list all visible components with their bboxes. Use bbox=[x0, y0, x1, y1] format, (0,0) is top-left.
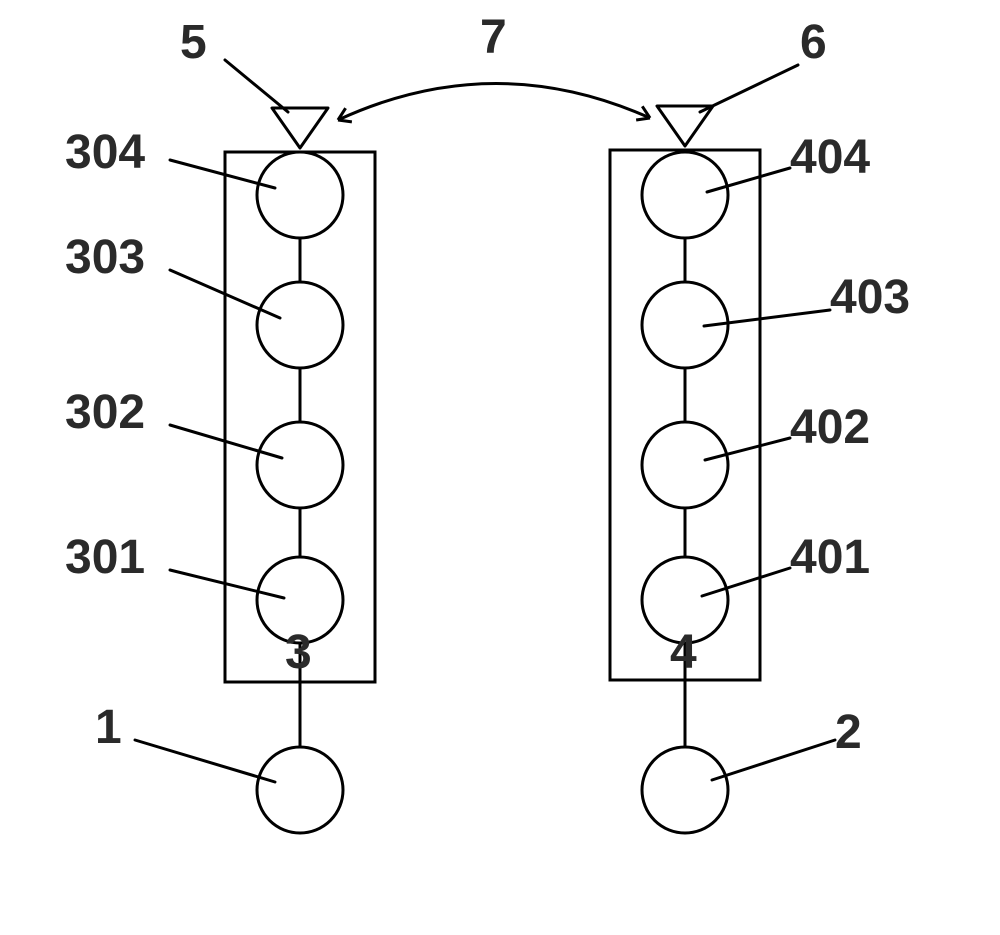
label-404: 404 bbox=[790, 130, 870, 185]
label-7: 7 bbox=[480, 10, 507, 65]
diagram-stage: 5 7 6 304 404 303 403 302 402 301 401 3 … bbox=[0, 0, 1000, 935]
label-304: 304 bbox=[65, 125, 145, 180]
label-402: 402 bbox=[790, 400, 870, 455]
label-3: 3 bbox=[285, 625, 312, 680]
label-301: 301 bbox=[65, 530, 145, 585]
label-2: 2 bbox=[835, 705, 862, 760]
label-401: 401 bbox=[790, 530, 870, 585]
label-303: 303 bbox=[65, 230, 145, 285]
label-1: 1 bbox=[95, 700, 122, 755]
label-403: 403 bbox=[830, 270, 910, 325]
label-4: 4 bbox=[670, 625, 697, 680]
label-5: 5 bbox=[180, 15, 207, 70]
label-6: 6 bbox=[800, 15, 827, 70]
label-302: 302 bbox=[65, 385, 145, 440]
